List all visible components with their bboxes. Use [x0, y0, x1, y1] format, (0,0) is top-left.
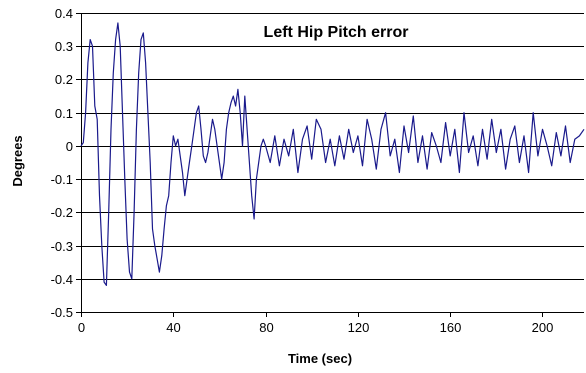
x-tick-label: 0	[78, 320, 85, 335]
series-group	[80, 22, 585, 286]
y-tick-label: -0.1	[51, 172, 73, 187]
axes	[76, 13, 543, 317]
x-tick-label: 200	[532, 320, 554, 335]
y-tick-label: 0.2	[55, 72, 73, 87]
y-tick-label: 0.4	[55, 6, 73, 21]
x-tick-label: 40	[166, 320, 180, 335]
y-tick-label: -0.4	[51, 272, 73, 287]
y-tick-label: 0.3	[55, 39, 73, 54]
chart-title: Left Hip Pitch error	[264, 24, 409, 41]
y-tick-label: 0	[66, 139, 73, 154]
y-tick-label: -0.3	[51, 239, 73, 254]
x-tick-label: 80	[259, 320, 273, 335]
y-tick-label: -0.2	[51, 205, 73, 220]
x-tick-labels: 0 40 80 120 160 200	[78, 320, 553, 335]
x-tick-label: 120	[348, 320, 370, 335]
x-tick-label: 160	[440, 320, 462, 335]
y-tick-label: 0.1	[55, 106, 73, 121]
y-tick-label: -0.5	[51, 305, 73, 320]
series-line	[80, 22, 585, 286]
y-tick-labels: -0.5 -0.4 -0.3 -0.2 -0.1 0 0.1 0.2 0.3 0.4	[51, 6, 73, 320]
y-axis-title: Degrees	[10, 135, 25, 186]
x-axis-title: Time (sec)	[288, 351, 352, 366]
gridlines	[81, 13, 584, 313]
